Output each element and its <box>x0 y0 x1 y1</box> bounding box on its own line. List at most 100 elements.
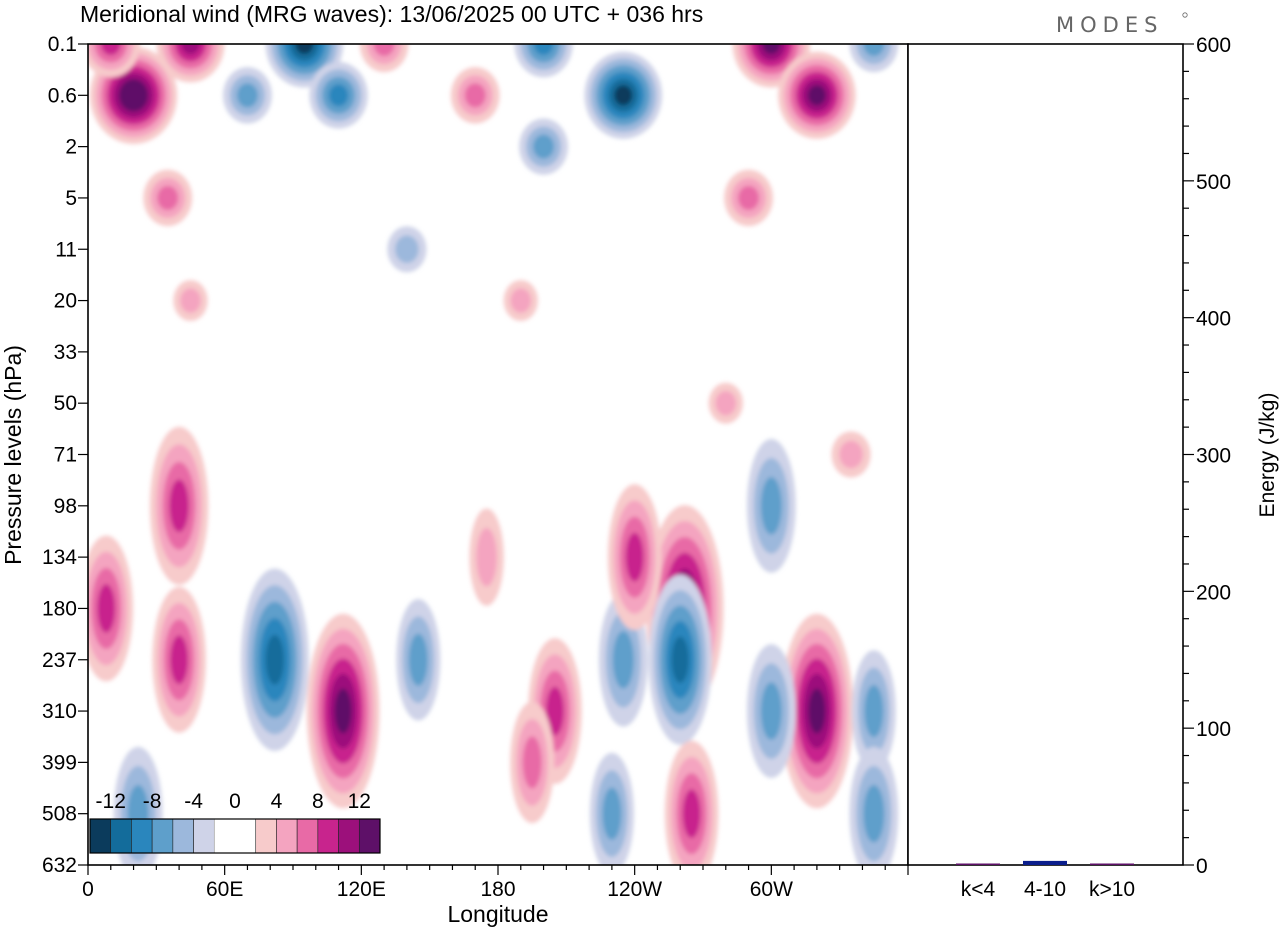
contour-blob <box>464 83 486 108</box>
contour-blob <box>760 477 782 535</box>
energy-category-label: k<4 <box>961 878 996 901</box>
chart-title: Meridional wind (MRG waves): 13/06/2025 … <box>80 1 703 27</box>
colorbar-swatch <box>296 818 319 854</box>
colorbar-swatch <box>235 819 256 853</box>
colorbar-swatch <box>172 818 194 854</box>
colorbar-swatch <box>131 818 153 854</box>
contour-blob <box>807 85 826 106</box>
x-axis: 0 60E 120E 180 120W 60W <box>82 865 909 901</box>
y-axis: 0.1 0.6 2 5 11 20 33 50 71 98 134 180 237 310 399 508 63… <box>42 33 88 877</box>
x-tick-label: 60W <box>750 878 793 901</box>
contour-blob <box>510 288 532 313</box>
contour-blob <box>863 44 885 57</box>
contour-blob <box>180 288 201 313</box>
energy-panel-frame <box>907 43 1184 866</box>
colorbar-label: 4 <box>271 790 283 813</box>
contour-blob <box>328 84 349 107</box>
x-tick-label: 60E <box>206 878 243 901</box>
colorbar-label: 12 <box>348 790 371 813</box>
x-axis-label: Longitude <box>447 901 548 927</box>
y-tick-label: 180 <box>42 597 77 620</box>
contour-blob <box>170 635 189 685</box>
colorbar-swatch <box>89 818 112 854</box>
contour-blob <box>808 688 826 734</box>
energy-bar <box>1023 860 1067 865</box>
logo-registered-mark <box>1182 12 1188 18</box>
contour-blob <box>157 185 179 211</box>
y-tick-label: 5 <box>65 187 77 210</box>
contour-blob <box>265 634 285 685</box>
contour-blob <box>863 785 885 843</box>
colorbar-label: -8 <box>143 790 162 813</box>
contour-fields <box>88 44 899 865</box>
contour-blob <box>124 85 143 106</box>
y-tick-label: 2 <box>65 136 77 159</box>
energy-tick-label: 500 <box>1196 171 1231 194</box>
y-tick-label: 0.6 <box>48 84 77 107</box>
y-tick-label: 632 <box>42 854 77 877</box>
contour-blob <box>236 83 258 108</box>
energy-tick-label: 400 <box>1196 308 1231 331</box>
contour-plot-area <box>87 43 909 866</box>
colorbar-swatch <box>358 818 381 854</box>
y-axis-label: Pressure levels (hPa) <box>0 345 26 565</box>
contour-blob <box>295 44 314 55</box>
energy-category-label: k>10 <box>1089 878 1135 901</box>
contour-blob <box>839 440 863 469</box>
colorbar-swatch <box>214 819 235 853</box>
y-tick-label: 33 <box>54 341 77 364</box>
contour-blob <box>97 584 116 633</box>
colorbar-swatch <box>151 818 174 854</box>
colorbar-label: 0 <box>229 790 241 813</box>
energy-bar <box>1090 863 1134 865</box>
colorbar-swatch <box>317 818 339 854</box>
energy-tick-label: 300 <box>1196 445 1231 468</box>
y-tick-label: 310 <box>42 700 77 723</box>
contour-blob <box>408 633 428 686</box>
energy-tick-label: 100 <box>1196 718 1231 741</box>
colorbar-swatch <box>276 818 298 854</box>
y-tick-label: 237 <box>42 649 77 672</box>
energy-axis-label: Energy (J/kg) <box>1256 393 1279 518</box>
colorbar-label: -4 <box>184 790 203 813</box>
colorbar-swatch <box>338 818 360 854</box>
colorbar-frame <box>89 818 381 854</box>
y-tick-label: 0.1 <box>48 33 77 56</box>
x-tick-label: 120E <box>337 878 386 901</box>
energy-category-label: 4-10 <box>1024 878 1066 901</box>
y-tick-label: 98 <box>54 495 77 518</box>
contour-blob <box>864 685 884 738</box>
y-tick-label: 50 <box>54 392 77 415</box>
contour-blob <box>602 787 622 840</box>
energy-bars: k<4 4-10 k>10 <box>956 860 1135 901</box>
contour-blob <box>169 479 189 533</box>
contour-blob <box>760 682 782 740</box>
y-tick-label: 399 <box>42 751 77 774</box>
x-tick-label: 120W <box>607 878 662 901</box>
contour-blob <box>181 44 200 55</box>
contour-blob <box>395 235 419 264</box>
contour-blob <box>533 44 554 56</box>
contour-blob <box>614 85 633 106</box>
colorbar-label: -12 <box>96 790 126 813</box>
energy-tick-label: 600 <box>1196 34 1231 57</box>
energy-tick-label: 0 <box>1196 855 1208 878</box>
contour-blob <box>101 44 121 56</box>
y-tick-label: 508 <box>42 803 77 826</box>
y-tick-label: 11 <box>55 238 77 261</box>
contour-blob <box>533 134 555 159</box>
contour-blob <box>522 736 542 789</box>
energy-axis: 0 100 200 300 400 500 600 <box>1183 34 1231 878</box>
contour-blob <box>625 532 644 582</box>
y-tick-label: 134 <box>42 546 77 569</box>
contour-blob <box>671 636 689 683</box>
colorbar-swatch <box>110 818 132 854</box>
y-tick-label: 71 <box>54 444 77 467</box>
modes-logo: MODES <box>1056 13 1163 37</box>
energy-panel: k<4 4-10 k>10 0 100 200 300 400 500 600 Energy (… <box>907 34 1279 901</box>
contour-blob <box>612 631 634 689</box>
contour-blob <box>546 686 564 736</box>
colorbar-swatch <box>193 818 215 854</box>
contour-blob <box>334 688 352 734</box>
